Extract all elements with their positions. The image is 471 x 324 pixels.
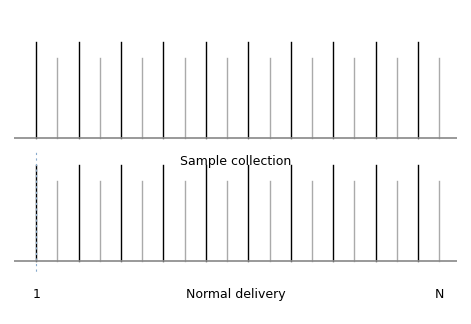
Text: N: N: [434, 288, 444, 301]
Text: 1: 1: [32, 288, 40, 301]
Text: Normal delivery: Normal delivery: [186, 288, 285, 301]
Text: Sample collection: Sample collection: [180, 156, 291, 168]
